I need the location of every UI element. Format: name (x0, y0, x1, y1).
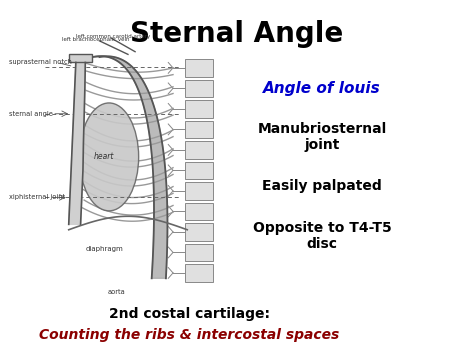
Text: Angle of louis: Angle of louis (264, 81, 381, 96)
Polygon shape (185, 264, 213, 282)
Text: sternal angle: sternal angle (9, 111, 54, 117)
Polygon shape (185, 59, 213, 77)
Polygon shape (185, 100, 213, 118)
Text: 2nd costal cartilage:: 2nd costal cartilage: (109, 307, 270, 321)
Polygon shape (69, 62, 85, 224)
Text: xiphisternal joint: xiphisternal joint (9, 195, 65, 200)
Text: Counting the ribs & intercostal spaces: Counting the ribs & intercostal spaces (39, 328, 340, 343)
Ellipse shape (80, 103, 139, 211)
Text: Sternal Angle: Sternal Angle (130, 20, 344, 48)
Polygon shape (185, 182, 213, 200)
Polygon shape (185, 244, 213, 261)
Text: Opposite to T4-T5
disc: Opposite to T4-T5 disc (253, 221, 392, 251)
Text: left brachiocephalic vein: left brachiocephalic vein (62, 37, 129, 42)
Text: Manubriosternal
joint: Manubriosternal joint (258, 121, 387, 152)
Text: heart: heart (94, 152, 114, 162)
Text: aorta: aorta (107, 289, 125, 295)
Polygon shape (185, 203, 213, 220)
Polygon shape (69, 54, 92, 62)
Text: diaphragm: diaphragm (85, 246, 123, 252)
Polygon shape (185, 80, 213, 97)
Polygon shape (185, 162, 213, 179)
Text: suprasternal notch: suprasternal notch (9, 60, 73, 65)
Polygon shape (185, 141, 213, 159)
Polygon shape (185, 121, 213, 138)
Text: Easily palpated: Easily palpated (263, 179, 382, 193)
Polygon shape (92, 56, 167, 278)
Text: left common carotid artery: left common carotid artery (76, 34, 150, 39)
Polygon shape (185, 223, 213, 241)
